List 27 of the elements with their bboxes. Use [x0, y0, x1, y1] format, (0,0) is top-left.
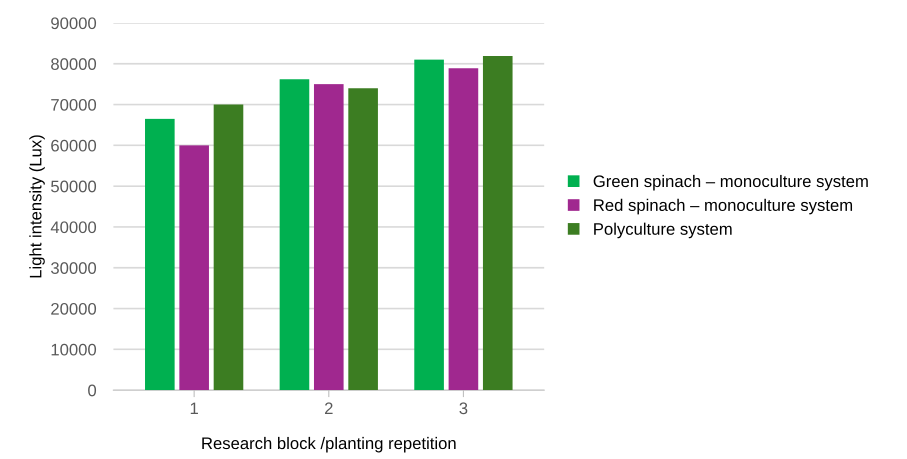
y-axis-title: Light intensity (Lux) — [29, 135, 45, 278]
y-tick-label: 60000 — [51, 140, 96, 152]
y-tick-label: 30000 — [51, 262, 96, 274]
x-tick-label: 3 — [459, 402, 468, 414]
y-tick-label: 0 — [88, 384, 96, 396]
legend-label: Red spinach – monoculture system — [594, 198, 852, 214]
bar — [348, 88, 378, 390]
x-tick-label: 1 — [190, 402, 198, 414]
bar — [482, 56, 513, 390]
y-tick-label: 80000 — [51, 58, 96, 70]
legend-label: Green spinach – monoculture system — [594, 174, 868, 190]
bar — [179, 145, 209, 390]
bar — [214, 104, 244, 390]
y-tick-label: 40000 — [50, 221, 96, 234]
y-tick-label: 10000 — [52, 344, 96, 356]
y-tick-label: 50000 — [51, 180, 96, 192]
x-axis-title: Research block /planting repetition — [202, 436, 456, 452]
bar — [280, 79, 310, 390]
y-tick-label: 20000 — [51, 302, 96, 315]
bar — [145, 118, 175, 390]
y-tick-label: 70000 — [51, 98, 96, 111]
y-tick-label: 90000 — [51, 17, 96, 30]
x-tick-label: 2 — [324, 402, 333, 414]
bar — [448, 68, 478, 390]
legend-label: Polyculture system — [594, 222, 732, 238]
bar — [414, 60, 444, 390]
bar — [314, 84, 344, 390]
